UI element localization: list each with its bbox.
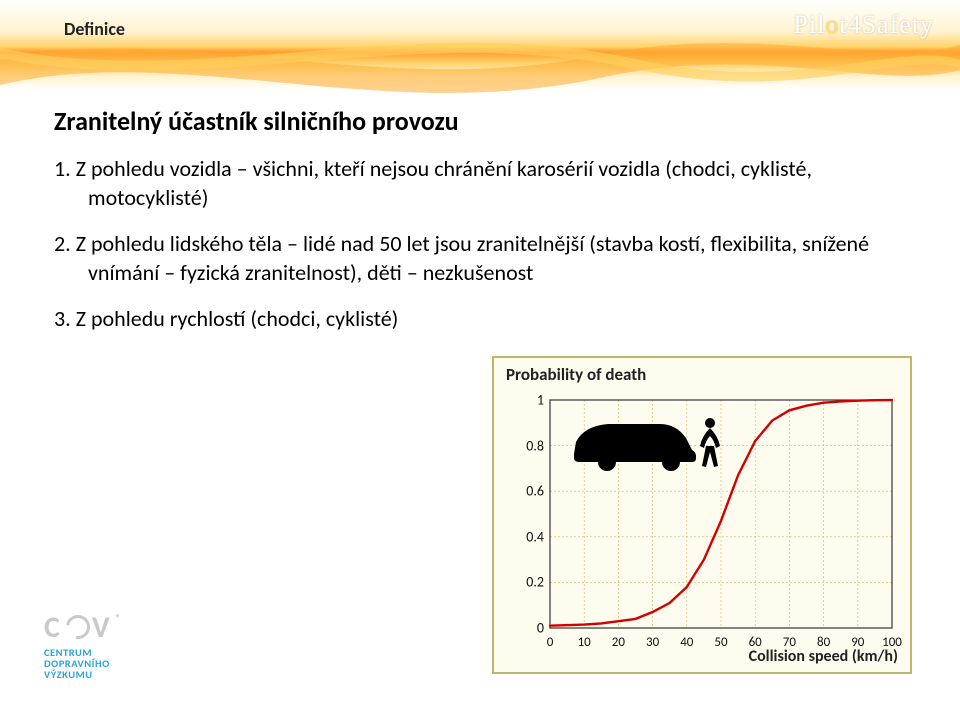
- brand-logo: Pilot4Safety: [684, 10, 934, 52]
- brand-logo-text: Pilot4Safety: [793, 10, 934, 39]
- list-item: 1. Z pohledu vozidla – všichni, kteří ne…: [54, 155, 916, 212]
- slide-category: Definice: [64, 18, 125, 40]
- chart-ytick: 0.2: [510, 574, 544, 591]
- chart-ytick: 0.8: [510, 437, 544, 454]
- list-number: 3.: [54, 305, 71, 332]
- list-number: 2.: [54, 230, 71, 257]
- page-title: Zranitelný účastník silničního provozu: [54, 105, 916, 137]
- chart-ytick: 0.6: [510, 483, 544, 500]
- list-number: 1.: [54, 155, 71, 182]
- chart-xtick: 0: [547, 635, 554, 650]
- list-item: 2. Z pohledu lidského těla – lidé nad 50…: [54, 230, 916, 287]
- footer-logo: CV® CENTRUM DOPRAVNÍHO VÝZKUMU: [44, 613, 194, 680]
- content-area: Zranitelný účastník silničního provozu 1…: [54, 105, 916, 352]
- chart-xtick: 50: [714, 635, 727, 650]
- ring-icon: [61, 610, 94, 643]
- list-item: 3. Z pohledu rychlostí (chodci, cyklisté…: [54, 305, 916, 334]
- chart-ytick: 0: [510, 620, 544, 637]
- footer-logo-abbr: CV®: [44, 613, 194, 643]
- footer-logo-subline: VÝZKUMU: [44, 669, 194, 680]
- chart-plot-area: 010203040506070809010000.20.40.60.81: [550, 400, 892, 628]
- footer-logo-sub: CENTRUM DOPRAVNÍHO VÝZKUMU: [44, 647, 194, 680]
- chart-xlabel: Collision speed (km/h): [749, 647, 898, 666]
- chart-ytick: 1: [510, 392, 544, 409]
- car-pedestrian-icon: [568, 412, 728, 472]
- chart-xtick: 40: [680, 635, 693, 650]
- bullet-list: 1. Z pohledu vozidla – všichni, kteří ne…: [54, 155, 916, 334]
- chart-title: Probability of death: [506, 364, 646, 385]
- list-text: Z pohledu vozidla – všichni, kteří nejso…: [76, 155, 812, 211]
- registered-mark: ®: [116, 611, 125, 624]
- probability-chart: Probability of death: [492, 356, 912, 674]
- header-banner: Definice Pilot4Safety: [0, 0, 960, 90]
- chart-xtick: 20: [612, 635, 625, 650]
- list-text: Z pohledu lidského těla – lidé nad 50 le…: [76, 230, 869, 286]
- slide: Definice Pilot4Safety Zranitelný účastní…: [0, 0, 960, 714]
- chart-xtick: 30: [646, 635, 659, 650]
- chart-ytick: 0.4: [510, 528, 544, 545]
- list-text: Z pohledu rychlostí (chodci, cyklisté): [76, 305, 399, 332]
- chart-xtick: 10: [578, 635, 591, 650]
